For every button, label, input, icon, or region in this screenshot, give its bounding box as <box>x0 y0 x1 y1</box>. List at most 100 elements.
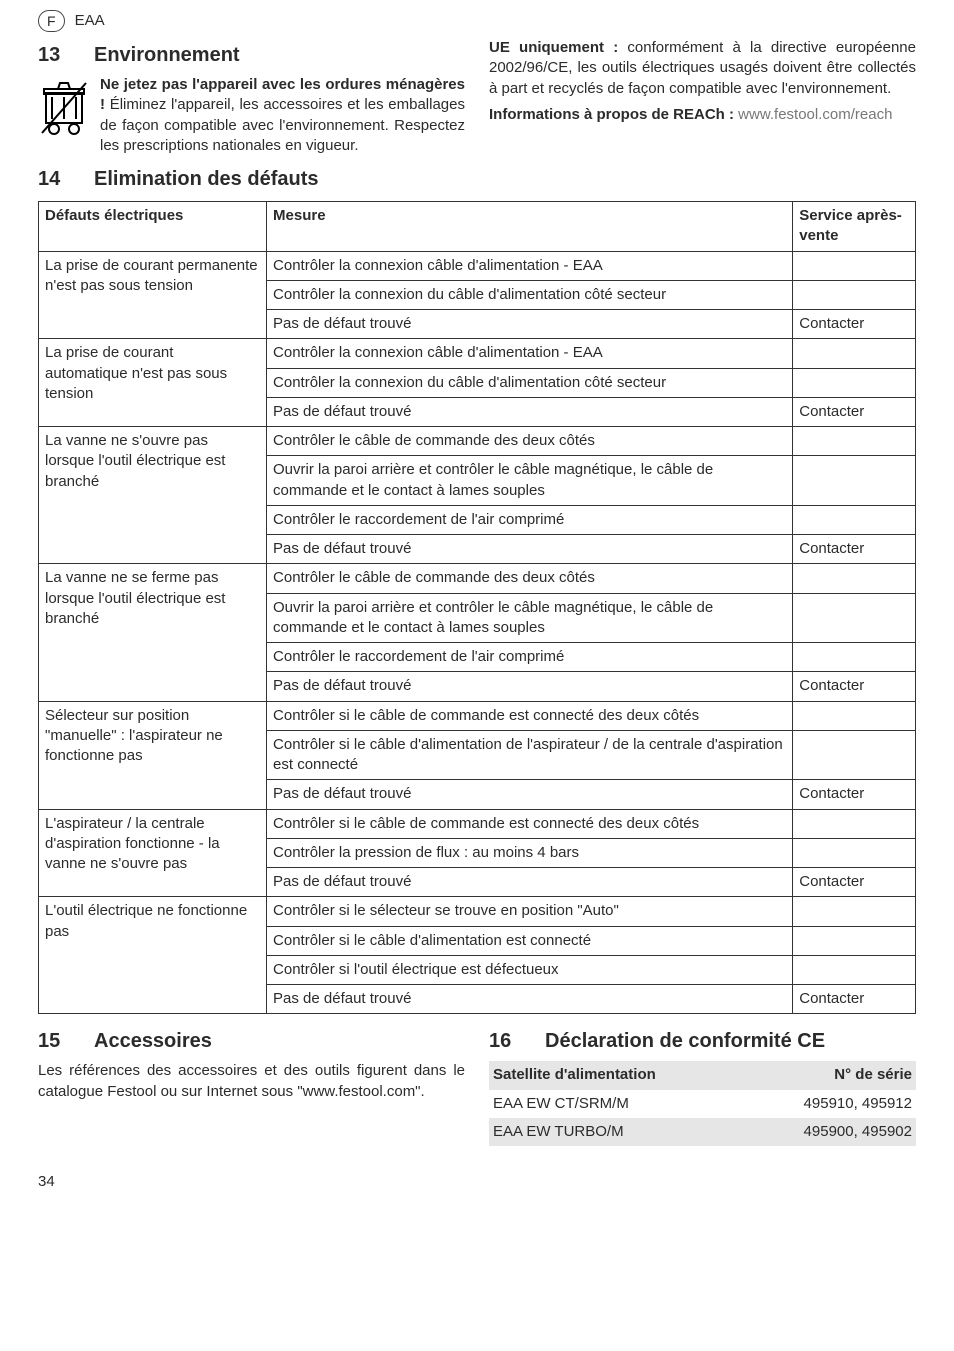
service-cell <box>793 643 916 672</box>
section-number: 16 <box>489 1028 521 1055</box>
measure-cell: Contrôler si le câble d'alimentation de … <box>267 730 793 780</box>
measure-cell: Contrôler si le câble d'alimentation est… <box>267 926 793 955</box>
fault-cell: L'outil électrique ne fonctionne pas <box>39 897 267 1014</box>
measure-cell: Pas de défaut trouvé <box>267 780 793 809</box>
measure-cell: Contrôler si le sélecteur se trouve en p… <box>267 897 793 926</box>
section-number: 13 <box>38 42 70 69</box>
section-title: Déclaration de conformité CE <box>545 1028 825 1055</box>
bottom-columns: 15 Accessoires Les références des access… <box>38 1024 916 1146</box>
table-row: L'outil électrique ne fonctionne pasCont… <box>39 897 916 926</box>
measure-cell: Contrôler le câble de commande des deux … <box>267 427 793 456</box>
section-13-heading: 13 Environnement <box>38 42 465 69</box>
service-cell <box>793 564 916 593</box>
service-cell <box>793 427 916 456</box>
defauts-table: Défauts électriques Mesure Service après… <box>38 201 916 1014</box>
section-13-para: Ne jetez pas l'appareil avec les ordures… <box>38 75 465 156</box>
ce-table: Satellite d'alimentation N° de série EAA… <box>489 1061 916 1146</box>
table-row: La prise de courant automatique n'est pa… <box>39 339 916 368</box>
service-cell <box>793 456 916 506</box>
ce-row: EAA EW TURBO/M 495900, 495902 <box>489 1118 916 1146</box>
ce-product: EAA EW TURBO/M <box>489 1118 743 1146</box>
ce-serial: 495900, 495902 <box>743 1118 916 1146</box>
measure-cell: Ouvrir la paroi arrière et contrôler le … <box>267 593 793 643</box>
service-cell <box>793 251 916 280</box>
measure-cell: Contrôler la connexion câble d'alimentat… <box>267 339 793 368</box>
fault-cell: Sélecteur sur position "manuelle" : l'as… <box>39 701 267 809</box>
service-cell <box>793 593 916 643</box>
service-cell: Contacter <box>793 780 916 809</box>
service-cell: Contacter <box>793 397 916 426</box>
service-cell: Contacter <box>793 310 916 339</box>
service-cell: Contacter <box>793 985 916 1014</box>
ce-col-product: Satellite d'alimentation <box>489 1061 743 1089</box>
eu-paragraph: UE uniquement : conformément à la direct… <box>489 38 916 99</box>
weee-icon <box>38 77 90 143</box>
product-code: EAA <box>75 11 105 31</box>
fault-cell: L'aspirateur / la centrale d'aspiration … <box>39 809 267 897</box>
service-cell <box>793 730 916 780</box>
section-13-rest: Éliminez l'appareil, les accessoires et … <box>100 96 465 154</box>
service-cell <box>793 368 916 397</box>
section-title: Environnement <box>94 42 240 69</box>
measure-cell: Contrôler la connexion du câble d'alimen… <box>267 280 793 309</box>
service-cell <box>793 809 916 838</box>
service-cell: Contacter <box>793 672 916 701</box>
top-columns: 13 Environnement Ne jetez pas l'appareil… <box>38 38 916 156</box>
section-15-heading: 15 Accessoires <box>38 1028 465 1055</box>
service-cell: Contacter <box>793 535 916 564</box>
page-header: F EAA <box>38 10 916 32</box>
fault-cell: La vanne ne s'ouvre pas lorsque l'outil … <box>39 427 267 564</box>
measure-cell: Contrôler la pression de flux : au moins… <box>267 838 793 867</box>
table-row: L'aspirateur / la centrale d'aspiration … <box>39 809 916 838</box>
measure-cell: Pas de défaut trouvé <box>267 672 793 701</box>
language-badge: F <box>38 10 65 32</box>
measure-cell: Contrôler si l'outil électrique est défe… <box>267 955 793 984</box>
table-row: Sélecteur sur position "manuelle" : l'as… <box>39 701 916 730</box>
ce-col-serial: N° de série <box>743 1061 916 1089</box>
reach-bold: Informations à propos de REACh : <box>489 106 734 123</box>
section-14-heading: 14 Elimination des défauts <box>38 166 916 193</box>
service-cell <box>793 505 916 534</box>
section-15-column: 15 Accessoires Les références des access… <box>38 1024 465 1146</box>
ce-row: EAA EW CT/SRM/M 495910, 495912 <box>489 1090 916 1118</box>
fault-cell: La vanne ne se ferme pas lorsque l'outil… <box>39 564 267 701</box>
measure-cell: Pas de défaut trouvé <box>267 397 793 426</box>
measure-cell: Contrôler la connexion câble d'alimentat… <box>267 251 793 280</box>
left-column: 13 Environnement Ne jetez pas l'appareil… <box>38 38 465 156</box>
page-number: 34 <box>38 1172 916 1192</box>
table-row: La vanne ne s'ouvre pas lorsque l'outil … <box>39 427 916 456</box>
measure-cell: Contrôler si le câble de commande est co… <box>267 809 793 838</box>
right-column: UE uniquement : conformément à la direct… <box>489 38 916 156</box>
table-row: La vanne ne se ferme pas lorsque l'outil… <box>39 564 916 593</box>
service-cell: Contacter <box>793 868 916 897</box>
measure-cell: Contrôler la connexion du câble d'alimen… <box>267 368 793 397</box>
table-header-row: Défauts électriques Mesure Service après… <box>39 202 916 252</box>
col-header-fault: Défauts électriques <box>39 202 267 252</box>
measure-cell: Contrôler le câble de commande des deux … <box>267 564 793 593</box>
service-cell <box>793 897 916 926</box>
service-cell <box>793 280 916 309</box>
service-cell <box>793 838 916 867</box>
section-15-para: Les références des accessoires et des ou… <box>38 1061 465 1102</box>
service-cell <box>793 926 916 955</box>
section-16-heading: 16 Déclaration de conformité CE <box>489 1028 916 1055</box>
measure-cell: Contrôler si le câble de commande est co… <box>267 701 793 730</box>
fault-cell: La prise de courant permanente n'est pas… <box>39 251 267 339</box>
reach-paragraph: Informations à propos de REACh : www.fes… <box>489 105 916 125</box>
section-number: 15 <box>38 1028 70 1055</box>
section-number: 14 <box>38 166 70 193</box>
section-title: Accessoires <box>94 1028 212 1055</box>
col-header-service: Service après-vente <box>793 202 916 252</box>
section-16-column: 16 Déclaration de conformité CE Satellit… <box>489 1024 916 1146</box>
measure-cell: Pas de défaut trouvé <box>267 310 793 339</box>
measure-cell: Contrôler le raccordement de l'air compr… <box>267 643 793 672</box>
measure-cell: Ouvrir la paroi arrière et contrôler le … <box>267 456 793 506</box>
service-cell <box>793 955 916 984</box>
fault-cell: La prise de courant automatique n'est pa… <box>39 339 267 427</box>
col-header-measure: Mesure <box>267 202 793 252</box>
measure-cell: Pas de défaut trouvé <box>267 868 793 897</box>
measure-cell: Pas de défaut trouvé <box>267 985 793 1014</box>
service-cell <box>793 339 916 368</box>
ce-header-row: Satellite d'alimentation N° de série <box>489 1061 916 1089</box>
measure-cell: Contrôler le raccordement de l'air compr… <box>267 505 793 534</box>
